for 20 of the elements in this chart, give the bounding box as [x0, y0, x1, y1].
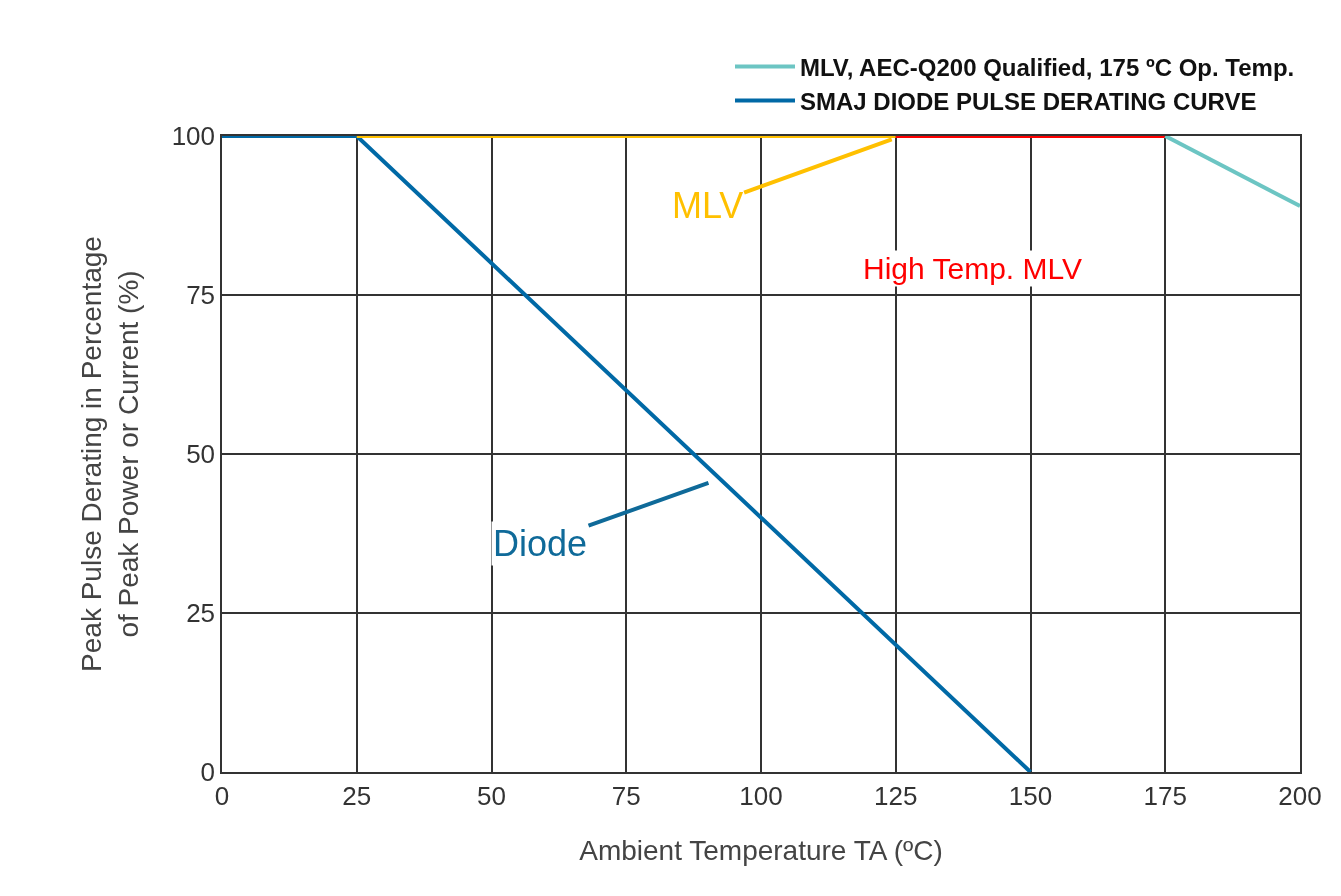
x-tick-label: 175: [1143, 780, 1187, 811]
y-axis-title: Peak Pulse Derating in Percentage of Peak Power or Current (%): [76, 236, 144, 672]
x-axis-title: Ambient Temperature TA (ºC): [579, 834, 943, 866]
x-tick-label: 75: [611, 780, 641, 811]
y-tick-label: 0: [200, 757, 216, 788]
y-tick-label: 50: [186, 439, 216, 470]
x-tick-label: 150: [1008, 780, 1053, 811]
annotation: MLV: [672, 185, 744, 226]
x-tick-label: 50: [477, 780, 506, 811]
x-tick-label: 200: [1278, 780, 1322, 811]
annotation: Diode: [493, 523, 588, 564]
annotation: High Temp. MLV: [863, 252, 1082, 285]
x-tick-label: 100: [739, 780, 783, 811]
legend-label: SMAJ DIODE PULSE DERATING CURVE: [800, 87, 1257, 115]
y-tick-label: 25: [186, 598, 216, 629]
y-tick-label: 100: [171, 121, 216, 152]
x-tick-label: 125: [874, 780, 918, 811]
y-tick-label: 75: [186, 280, 216, 311]
x-tick-label: 25: [342, 780, 372, 811]
legend-label: MLV, AEC-Q200 Qualified, 175 ºC Op. Temp.: [800, 53, 1295, 81]
